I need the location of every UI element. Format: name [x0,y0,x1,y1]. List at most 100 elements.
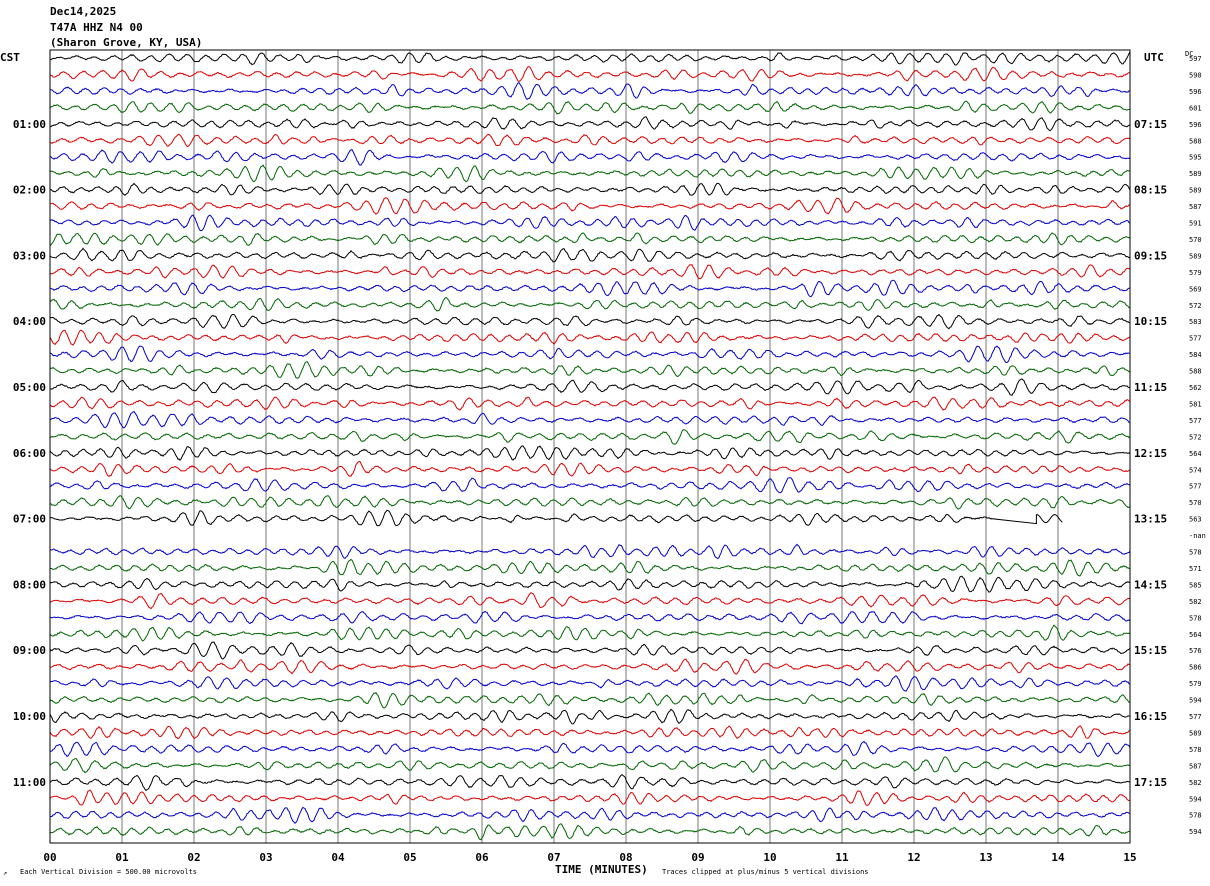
dc-offset-label: 595 [1189,154,1202,162]
dc-header-label: DC [1185,50,1193,58]
dc-offset-label: 564 [1189,631,1202,639]
x-tick-label: 15 [1123,851,1136,864]
seismic-trace [49,691,1131,709]
dc-offset-label: 577 [1189,335,1202,343]
seismic-trace [49,773,1131,792]
seismic-trace [49,592,1131,610]
left-time-label: 01:00 [13,118,46,131]
left-time-label: 09:00 [13,644,46,657]
seismic-trace [49,182,1131,197]
dc-offset-label: 562 [1189,384,1202,392]
dc-offset-label: 578 [1189,812,1202,820]
dc-offset-label: 588 [1189,137,1202,145]
dc-offset-label: 587 [1189,762,1202,770]
seismic-trace [49,65,1131,83]
x-tick-label: 14 [1051,851,1065,864]
location-label: (Sharon Grove, KY, USA) [50,36,202,49]
seismic-trace [49,789,1131,807]
dc-offset-label: 577 [1189,483,1202,491]
dc-offset-label: 596 [1189,88,1202,96]
seismic-trace [49,708,1131,725]
dc-offset-label: 578 [1189,746,1202,754]
seismic-trace [49,410,1131,429]
dc-offset-label: 589 [1189,252,1202,260]
seismic-trace [49,264,1131,280]
dc-offset-label: 570 [1189,236,1202,244]
dc-offset-label: 594 [1189,697,1202,705]
seismic-trace [49,232,1131,246]
dc-offset-label: 570 [1189,499,1202,507]
right-time-label: 12:15 [1134,447,1167,460]
seismic-trace [49,823,1131,841]
seismic-trace [49,575,1131,593]
seismic-trace [49,100,1131,115]
dc-offset-label: 594 [1189,795,1202,803]
seismic-trace [49,82,1131,101]
seismic-trace [49,378,1131,396]
x-tick-label: 06 [475,851,489,864]
left-time-labels: 01:00 02:00 03:00 04:00 05:00 06:00 07:00 08:00… [13,118,46,789]
right-time-label: 15:15 [1134,644,1167,657]
x-tick-label: 12 [907,851,920,864]
left-time-label: 03:00 [13,249,46,262]
dc-offset-label: 585 [1189,581,1202,589]
dc-offset-label: 579 [1189,269,1202,277]
right-time-label: 10:15 [1134,315,1167,328]
x-tick-label: 00 [43,851,56,864]
left-time-label: 04:00 [13,315,46,328]
dc-offset-label: 572 [1189,302,1202,310]
dc-offset-label: 586 [1189,664,1202,672]
seismic-trace [49,756,1131,774]
seismic-trace [49,460,1131,478]
seismic-trace [49,675,1131,692]
dc-offset-label: 582 [1189,779,1202,787]
seismic-trace [49,641,1131,660]
x-tick-label: 13 [979,851,992,864]
left-time-label: 05:00 [13,381,46,394]
seismic-trace [49,149,1131,166]
dc-offset-label: 572 [1189,433,1202,441]
x-tick-label: 10 [763,851,776,864]
footer-scale-icon: ↗ [3,869,7,877]
dc-offset-label: 587 [1189,203,1202,211]
dc-offset-label: 578 [1189,614,1202,622]
seismic-trace [49,279,1131,298]
right-time-label: 16:15 [1134,710,1167,723]
x-tick-label: 01 [115,851,129,864]
right-time-label: 11:15 [1134,381,1167,394]
dc-offset-label: 589 [1189,729,1202,737]
x-axis-label: TIME (MINUTES) [555,863,648,876]
right-time-label: 13:15 [1134,513,1167,526]
right-time-label: 17:15 [1134,776,1167,789]
right-time-label: 07:15 [1134,118,1167,131]
seismic-trace [49,197,1131,215]
seismic-trace [49,345,1131,364]
dc-offset-label: 577 [1189,417,1202,425]
dc-offset-label: 577 [1189,713,1202,721]
dc-offset-label: 589 [1189,187,1202,195]
seismic-trace [49,360,1131,379]
dc-offset-label: 581 [1189,400,1202,408]
seismic-trace [49,247,1131,263]
dc-offset-label: 596 [1189,121,1202,129]
x-tick-label: 11 [835,851,849,864]
dc-offset-label: -nan [1189,532,1206,540]
seismic-trace [49,806,1131,824]
seismic-trace [49,740,1131,758]
channel-label: T47A HHZ N4 00 [50,21,143,34]
dc-offset-label: 588 [1189,368,1202,376]
dc-offset-label: 601 [1189,104,1202,112]
seismic-trace [49,396,1131,411]
scale-note: Each Vertical Division = 500.00 microvol… [20,868,197,876]
seismic-trace [49,116,1131,132]
left-zone-label: CST [0,51,20,64]
seismic-trace [49,558,1131,577]
dc-offset-label: 579 [1189,680,1202,688]
minute-gridlines [121,50,1059,843]
right-zone-label: UTC [1144,51,1164,64]
seismic-trace [49,509,1063,527]
dc-offset-label: 589 [1189,170,1202,178]
dc-offset-label: 591 [1189,220,1202,228]
right-time-labels: 07:15 08:15 09:15 10:15 11:15 12:15 13:15 14:15… [1134,118,1167,789]
